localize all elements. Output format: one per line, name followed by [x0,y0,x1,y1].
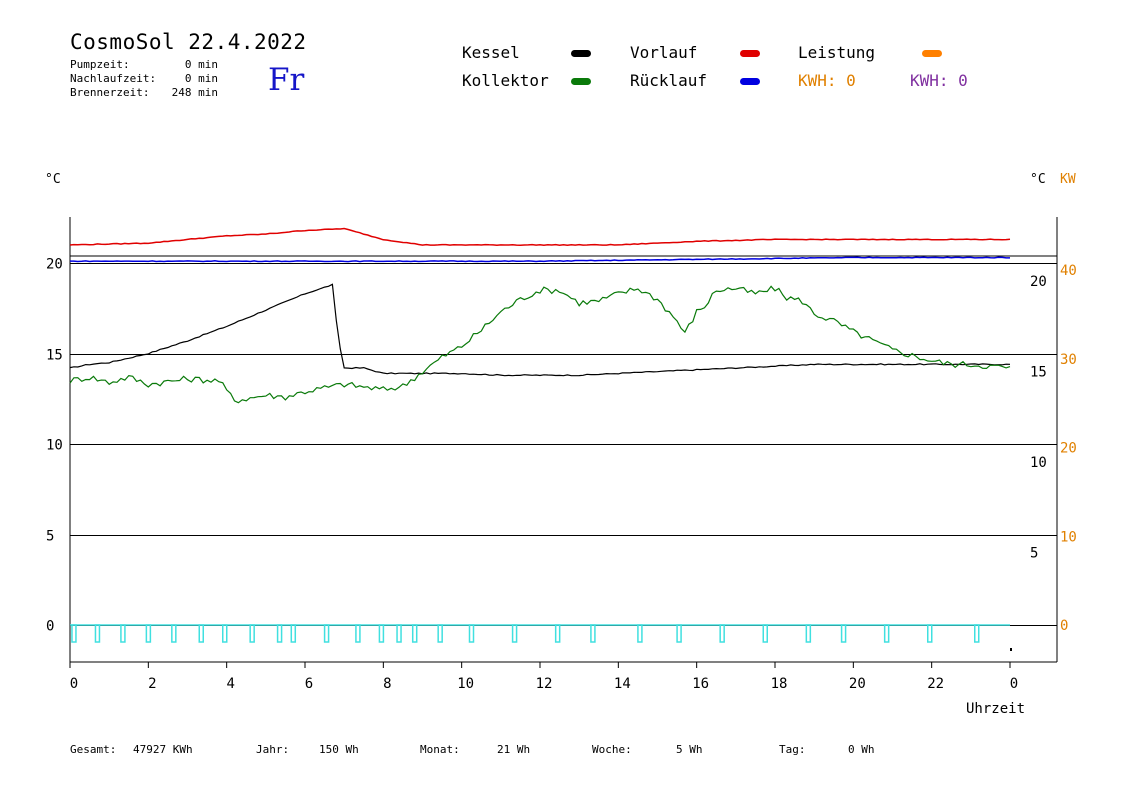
stat-label-nachlaufzeit: Nachlaufzeit: [70,72,157,85]
right-axis-unit-kw: KW [1060,172,1076,187]
x-tick-label: 18 [771,676,788,692]
legend-label-vorlauf: Vorlauf [630,43,698,62]
x-tick-label: 0 [1010,676,1018,692]
footer-label-monat: Monat: [420,743,460,756]
y-tick-right-kw: 20 [1060,441,1077,457]
x-tick-label: 12 [536,676,553,692]
y-tick-right-temp: 15 [1030,365,1047,381]
kwh-value-1: KWH: 0 [798,71,856,90]
pump-pulse [378,624,385,643]
y-tick-right-temp: 10 [1030,455,1047,471]
pump-pulse [637,624,643,643]
pump-pulse [511,624,518,643]
y-tick-left: 5 [46,529,54,545]
pump-pulse [94,624,101,643]
stat-label-pumpzeit: Pumpzeit: [70,58,130,71]
legend-label-kollektor: Kollektor [462,71,549,90]
pump-pulse [145,624,152,643]
pump-pulse [396,624,402,643]
pump-pulse [762,624,768,643]
pump-pulse [198,624,204,643]
series-line-rücklauf [70,256,1010,263]
legend-label-leistung: Leistung [798,43,876,62]
x-axis-label: Uhrzeit [966,701,1026,717]
pump-pulse [468,624,475,643]
y-tick-left: 0 [46,619,54,635]
x-tick-label: 16 [692,676,709,692]
legend-label-kessel: Kessel [462,43,520,62]
footer-label-gesamt: Gesamt: [70,743,117,756]
x-tick-label: 22 [927,676,944,692]
pump-pulse [719,624,725,643]
footer-value-gesamt: 47927 KWh [133,743,193,756]
y-tick-right-kw: 0 [1060,618,1068,634]
y-tick-left: 10 [46,438,63,454]
y-tick-right-kw: 10 [1060,529,1077,545]
pump-pulse [171,624,177,643]
pump-pulse [355,624,361,643]
footer-value-woche: 5 Wh [676,743,703,756]
pump-pulse [276,624,283,643]
footer-label-woche: Woche: [592,743,632,756]
x-tick-label: 20 [849,676,866,692]
pump-pulse [249,624,255,643]
legend-swatch-vorlauf [740,50,760,57]
footer-value-monat: 21 Wh [497,743,531,756]
weekday-label: Fr [268,62,305,98]
footer-label-jahr: Jahr: [256,743,290,756]
x-tick-label: 10 [457,676,474,692]
stat-value-brennerzeit: 248 min [171,86,218,99]
footer-value-tag: 0 Wh [848,743,875,756]
legend-label-ruecklauf: Rücklauf [630,71,708,90]
series-line-kessel [69,283,1011,377]
legend-swatch-kollektor [571,78,591,85]
footer-label-tag: Tag: [779,743,806,756]
footer-value-jahr: 150 Wh [319,743,359,756]
stat-value-pumpzeit: 0 min [184,58,218,71]
y-tick-right-kw: 40 [1060,263,1077,279]
series-line-kollektor [69,285,1011,404]
pump-pulse [323,624,330,643]
pump-pulse [590,624,596,643]
pump-pulse [222,624,228,643]
stat-label-brennerzeit: Brennerzeit: [70,86,150,99]
x-tick-label: 2 [148,676,156,692]
x-tick-label: 0 [70,676,78,692]
series-line-vorlauf [69,227,1011,247]
chart-title: CosmoSol 22.4.2022 [70,30,307,54]
end-marker [1010,648,1012,651]
pump-pulses [70,624,1010,643]
pump-pulse [840,624,847,643]
pump-pulse [554,624,561,643]
pump-pulse [290,624,297,643]
x-tick-label: 4 [226,676,234,692]
kwh-value-2: KWH: 0 [910,71,968,90]
y-tick-left: 20 [46,257,63,273]
y-tick-left: 15 [46,348,63,364]
x-tick-label: 8 [383,676,391,692]
legend-swatch-ruecklauf [740,78,760,85]
pump-pulse [411,624,418,643]
x-tick-label: 14 [614,676,631,692]
pump-pulse [805,624,812,643]
left-axis-unit: °C [45,172,61,187]
legend-swatch-leistung [922,50,942,57]
y-tick-right-temp: 20 [1030,274,1047,290]
pump-pulse [437,624,443,643]
pump-pulse [676,624,682,643]
legend-swatch-kessel [571,50,591,57]
pump-pulse [974,624,980,643]
stat-value-nachlaufzeit: 0 min [184,72,218,85]
pump-pulse [883,624,890,643]
x-tick-label: 6 [305,676,313,692]
right-axis-unit-temp: °C [1030,172,1046,187]
pump-pulse [927,624,933,643]
pump-pulse [120,624,126,643]
y-tick-right-temp: 5 [1030,546,1038,562]
y-tick-right-kw: 30 [1060,352,1077,368]
pump-pulse [71,624,77,643]
